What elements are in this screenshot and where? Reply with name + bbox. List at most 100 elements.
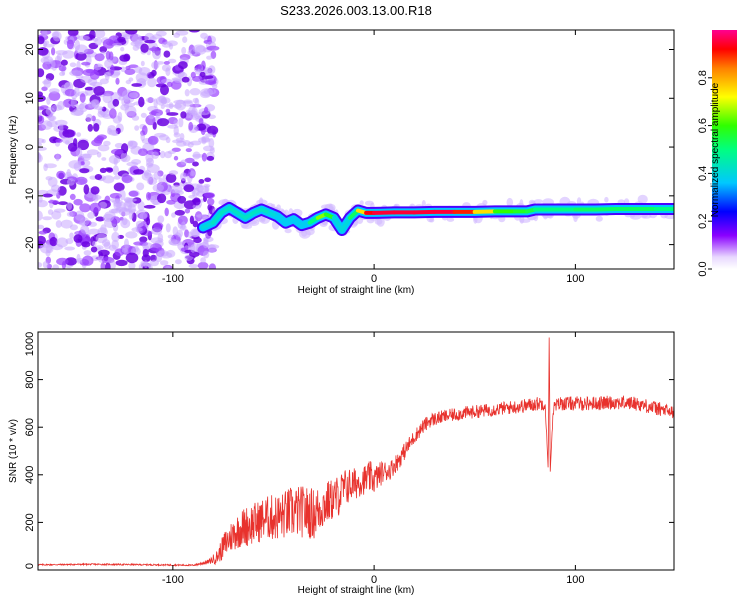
snr-y-tick-label: 200 [24, 513, 36, 531]
heatmap-noise-cell [64, 246, 76, 251]
heatmap-noise-cell [202, 250, 210, 259]
heatmap-noise-cell [47, 115, 57, 121]
heatmap-noise-cell [42, 193, 53, 198]
heatmap-noise-cell [125, 231, 138, 239]
heatmap-noise-cell [206, 45, 220, 51]
heatmap-noise-cell [102, 38, 115, 49]
heatmap-noise-cell [140, 60, 145, 67]
heatmap-noise-cell [197, 261, 209, 269]
heatmap-noise-cell [124, 238, 129, 249]
snr-series-line [38, 337, 674, 568]
heatmap-noise-cell [175, 259, 182, 265]
heatmap-noise-cell [179, 133, 185, 141]
heatmap-noise-cell [83, 250, 92, 256]
snr-y-tick-label: 400 [24, 466, 36, 484]
heatmap-noise-cell [184, 157, 195, 164]
heatmap-noise-cell [134, 125, 140, 131]
heatmap-noise-cell [201, 135, 210, 143]
heatmap-x-tick-label: 0 [371, 273, 377, 285]
heatmap-ridge-core-segment [412, 209, 437, 215]
heatmap-noise-cell [99, 167, 107, 173]
heatmap-noise-cell [180, 159, 187, 165]
snr-plot-border [37, 331, 675, 571]
heatmap-noise-cell [48, 91, 61, 101]
heatmap-noise-cell [60, 59, 68, 66]
heatmap-noise-cell [60, 219, 73, 229]
heatmap-noise-cell [165, 223, 171, 233]
heatmap-noise-cell [164, 151, 173, 159]
heatmap-noise-cell [111, 239, 119, 250]
heatmap-noise-cell [193, 237, 202, 244]
heatmap-noise-cell [129, 140, 138, 148]
heatmap-noise-cell [95, 216, 105, 222]
heatmap-noise-cell [65, 257, 77, 266]
heatmap-noise-region [38, 30, 220, 269]
snr-x-tick-label: -100 [162, 574, 184, 586]
heatmap-noise-cell [87, 211, 96, 219]
heatmap-noise-cell [69, 62, 77, 68]
heatmap-noise-cell [46, 96, 51, 105]
heatmap-noise-cell [38, 36, 45, 45]
heatmap-noise-cell [102, 213, 114, 222]
heatmap-noise-cell [206, 244, 217, 254]
heatmap-noise-cell [128, 77, 134, 82]
heatmap-noise-cell [153, 222, 164, 230]
heatmap-noise-cell [38, 138, 45, 144]
snr-plot-frame [38, 332, 674, 570]
heatmap-noise-cell [75, 52, 87, 61]
heatmap-noise-cell [77, 35, 90, 41]
colorbar-tick-label: 0.2 [697, 214, 709, 229]
heatmap-noise-cell [168, 170, 179, 176]
heatmap-noise-cell [106, 167, 114, 173]
heatmap-noise-cell [47, 209, 54, 215]
heatmap-noise-cell [188, 264, 199, 269]
heatmap-noise-cell [73, 86, 80, 98]
heatmap-noise-cell [90, 186, 100, 195]
heatmap-noise-cell [103, 140, 111, 146]
heatmap-noise-cell [173, 103, 182, 109]
heatmap-noise-cell [151, 61, 160, 69]
heatmap-noise-cell [55, 50, 68, 55]
colorbar-ticks: 0.0 0.2 0.4 0.6 0.8 [697, 70, 712, 277]
heatmap-noise-cell [120, 152, 128, 162]
heatmap-noise-cell [104, 71, 111, 78]
heatmap-ridge-core-segment [331, 215, 344, 232]
snr-y-tick-label: 800 [24, 370, 36, 388]
heatmap-noise-cell [108, 129, 118, 136]
heatmap-noise-cell [95, 233, 108, 244]
heatmap-noise-cell [76, 147, 83, 158]
heatmap-noise-cell [138, 96, 145, 108]
snr-panel: -100 0 100 0 200 400 600 800 1000 Height of str… [8, 331, 675, 596]
heatmap-noise-cell [139, 212, 148, 220]
heatmap-noise-cell [112, 42, 123, 47]
heatmap-noise-cell [76, 132, 82, 138]
colorbar-tick-label: 0.6 [697, 118, 709, 133]
heatmap-noise-cell [85, 113, 93, 122]
heatmap-noise-cell [70, 97, 77, 108]
heatmap-noise-cell [208, 138, 215, 148]
heatmap-noise-cell [80, 225, 90, 234]
heatmap-noise-cell [83, 184, 90, 195]
heatmap-noise-cell [131, 115, 140, 121]
heatmap-noise-cell [174, 79, 185, 83]
heatmap-noise-cell [155, 83, 167, 88]
heatmap-noise-cell [181, 76, 190, 83]
heatmap-noise-cell [143, 204, 156, 209]
heatmap-noise-cell [42, 261, 49, 269]
heatmap-noise-cell [52, 31, 62, 42]
heatmap-ridge-halo [421, 200, 426, 208]
heatmap-noise-cell [120, 46, 125, 52]
heatmap-noise-cell [58, 123, 64, 133]
heatmap-noise-cell [190, 71, 196, 79]
heatmap-noise-cell [117, 111, 123, 122]
heatmap-noise-cell [48, 199, 59, 204]
heatmap-noise-cell [38, 230, 48, 235]
heatmap-noise-cell [51, 47, 56, 56]
heatmap-noise-cell [160, 104, 165, 109]
heatmap-noise-cell [188, 121, 194, 131]
heatmap-noise-cell [149, 259, 159, 267]
heatmap-noise-cell [184, 89, 190, 97]
heatmap-noise-cell [128, 261, 136, 269]
heatmap-ridge-core-segment [211, 210, 224, 225]
heatmap-y-tick-label: 0 [24, 144, 36, 150]
